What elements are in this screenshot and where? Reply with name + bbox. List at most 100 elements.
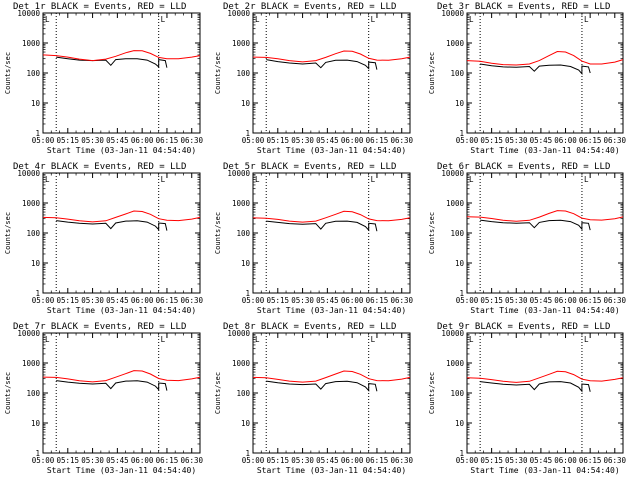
- x-axis-label: Start Time (03-Jan-11 04:54:40): [470, 466, 619, 475]
- top-marker-label: L: [469, 335, 474, 344]
- x-tick-label: 05:00: [242, 136, 265, 145]
- y-tick-label: 1: [459, 449, 464, 458]
- y-tick-label: 100: [26, 69, 40, 78]
- y-tick-label: 100: [236, 69, 250, 78]
- y-tick-label: 1: [35, 129, 40, 138]
- x-tick-label: 05:15: [57, 456, 80, 465]
- y-tick-label: 1: [245, 289, 250, 298]
- top-marker-label: L: [371, 335, 376, 344]
- events-series-line: [56, 220, 168, 231]
- x-tick-label: 06:00: [341, 136, 364, 145]
- x-tick-label: 06:15: [156, 296, 179, 305]
- lld-series-line: [252, 50, 411, 63]
- y-tick-label: 1000: [232, 199, 251, 208]
- x-tick-label: 05:15: [267, 456, 290, 465]
- y-tick-label: 1000: [232, 359, 251, 368]
- x-tick-label: 06:15: [579, 296, 602, 305]
- x-tick-label: 06:15: [366, 296, 389, 305]
- panel-title: Det 1r BLACK = Events, RED = LLD: [13, 2, 186, 12]
- y-tick-label: 10: [455, 259, 465, 268]
- x-tick-label: 06:15: [156, 456, 179, 465]
- y-tick-label: 10: [241, 99, 251, 108]
- panel-title: Det 9r BLACK = Events, RED = LLD: [437, 322, 610, 332]
- x-tick-label: 05:45: [316, 136, 339, 145]
- x-tick-label: 05:45: [106, 456, 129, 465]
- top-marker-label: L: [255, 15, 260, 24]
- top-marker-label: L: [371, 15, 376, 24]
- y-axis-label: Counts/sec: [428, 212, 436, 254]
- y-tick-label: 10000: [227, 9, 250, 18]
- detector-panel: Det 2r BLACK = Events, RED = LLD 1 10 100 10…: [214, 2, 414, 155]
- lld-series-line: [42, 370, 201, 383]
- x-tick-label: 06:00: [554, 456, 577, 465]
- events-series-line: [480, 381, 591, 393]
- y-tick-label: 1: [459, 129, 464, 138]
- y-tick-label: 100: [236, 389, 250, 398]
- y-tick-label: 100: [450, 69, 464, 78]
- detector-panel: Det 7r BLACK = Events, RED = LLD 1 10 100 10…: [4, 322, 204, 475]
- lld-series-line: [466, 210, 624, 222]
- y-tick-label: 10000: [441, 329, 464, 338]
- y-tick-label: 1000: [22, 359, 41, 368]
- panel-title: Det 7r BLACK = Events, RED = LLD: [13, 322, 186, 332]
- x-tick-label: 06:30: [604, 136, 627, 145]
- x-tick-label: 06:30: [180, 456, 203, 465]
- lld-series-line: [466, 370, 624, 383]
- events-series-line: [480, 63, 591, 76]
- x-tick-label: 06:00: [131, 296, 154, 305]
- detector-panel: Det 6r BLACK = Events, RED = LLD 1 10 100 10…: [428, 162, 627, 315]
- x-tick-label: 05:30: [81, 456, 104, 465]
- x-tick-label: 05:30: [291, 136, 314, 145]
- lld-series-line: [252, 370, 411, 383]
- panel-title: Det 6r BLACK = Events, RED = LLD: [437, 162, 610, 172]
- x-tick-label: 05:15: [267, 136, 290, 145]
- x-tick-label: 06:00: [341, 456, 364, 465]
- x-tick-label: 06:30: [180, 296, 203, 305]
- x-axis-label: Start Time (03-Jan-11 04:54:40): [257, 466, 406, 475]
- x-tick-label: 05:30: [505, 296, 528, 305]
- lld-series-line: [42, 210, 201, 223]
- x-axis-label: Start Time (03-Jan-11 04:54:40): [257, 146, 406, 155]
- y-tick-label: 1: [459, 289, 464, 298]
- x-tick-label: 05:30: [81, 136, 104, 145]
- detector-panel: Det 8r BLACK = Events, RED = LLD 1 10 100 10…: [214, 322, 414, 475]
- top-marker-label: L: [45, 175, 50, 184]
- x-tick-label: 06:30: [390, 296, 413, 305]
- y-tick-label: 100: [450, 389, 464, 398]
- panel-title: Det 8r BLACK = Events, RED = LLD: [223, 322, 396, 332]
- x-tick-label: 05:45: [530, 136, 553, 145]
- x-tick-label: 06:00: [131, 136, 154, 145]
- x-tick-label: 05:45: [316, 296, 339, 305]
- x-axis-label: Start Time (03-Jan-11 04:54:40): [47, 306, 196, 315]
- y-tick-label: 1000: [446, 39, 465, 48]
- top-marker-label: L: [584, 175, 589, 184]
- lld-series-line: [252, 210, 411, 223]
- panel-title: Det 4r BLACK = Events, RED = LLD: [13, 162, 186, 172]
- x-tick-label: 05:30: [291, 296, 314, 305]
- y-tick-label: 10000: [441, 169, 464, 178]
- x-tick-label: 05:30: [291, 456, 314, 465]
- y-tick-label: 10000: [17, 9, 40, 18]
- x-axis-label: Start Time (03-Jan-11 04:54:40): [47, 466, 196, 475]
- x-tick-label: 05:00: [32, 136, 55, 145]
- y-tick-label: 1: [245, 129, 250, 138]
- top-marker-label: L: [255, 175, 260, 184]
- x-tick-label: 05:45: [106, 136, 129, 145]
- events-series-line: [266, 220, 378, 232]
- panel-title: Det 5r BLACK = Events, RED = LLD: [223, 162, 396, 172]
- x-tick-label: 06:00: [131, 456, 154, 465]
- x-tick-label: 05:15: [57, 136, 80, 145]
- x-axis-label: Start Time (03-Jan-11 04:54:40): [470, 306, 619, 315]
- x-tick-label: 05:15: [480, 456, 503, 465]
- x-tick-label: 05:30: [505, 456, 528, 465]
- events-series-line: [266, 380, 378, 392]
- y-axis-label: Counts/sec: [4, 212, 12, 254]
- y-axis-label: Counts/sec: [214, 372, 222, 414]
- top-marker-label: L: [469, 15, 474, 24]
- panel-title: Det 2r BLACK = Events, RED = LLD: [223, 2, 396, 12]
- y-axis-label: Counts/sec: [4, 372, 12, 414]
- detector-panel: Det 9r BLACK = Events, RED = LLD 1 10 100 10…: [428, 322, 627, 475]
- panel-title: Det 3r BLACK = Events, RED = LLD: [437, 2, 610, 12]
- x-tick-label: 06:15: [579, 136, 602, 145]
